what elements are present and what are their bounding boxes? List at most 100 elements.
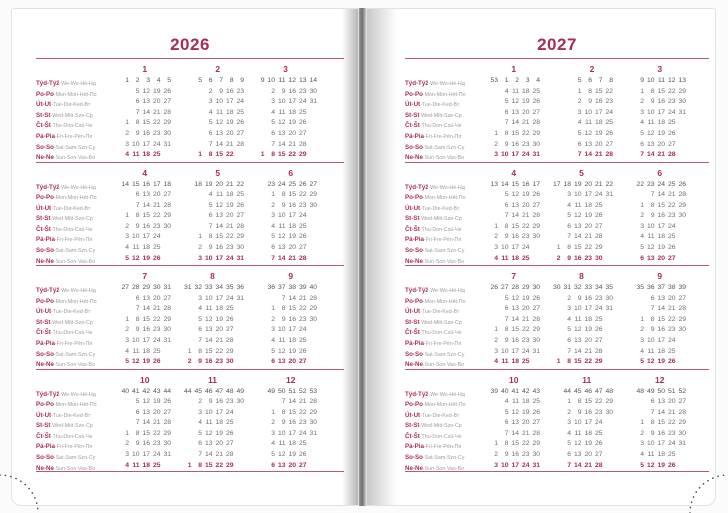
month-block: 12 48 49 50 51 52 6 13 20 27 7 14 21 28 1 8 15 22 29 2 9 16 23…: [613, 373, 686, 472]
day-cell: 9: [135, 129, 140, 137]
day-cell: 29: [163, 212, 171, 220]
week-number: 31: [163, 284, 171, 291]
day-cell: 17: [584, 305, 592, 313]
day-row: 2 9 16 23 30: [488, 140, 540, 151]
day-cell: 16: [511, 233, 519, 241]
day-cell: 19: [225, 119, 234, 127]
day-row: 2 9 16 23 30: [488, 450, 540, 461]
day-cell: [488, 108, 499, 119]
day-cell: 17: [215, 254, 223, 262]
day-cell: 17: [288, 429, 296, 437]
day-row: 4 11 18 25: [634, 232, 687, 243]
day-cell: [603, 232, 614, 243]
week-number: 20: [584, 180, 592, 188]
day-cell: [119, 201, 130, 212]
day-cell: 26: [152, 254, 161, 262]
day-cell: 5: [208, 201, 213, 209]
day-cell: 1: [271, 305, 275, 313]
day-cell: 20: [225, 212, 234, 220]
month-block: 6 23 24 25 26 27 1 8 15 22 29 2 9 16 23 30 3 10 17 24 4 11 18 2…: [244, 166, 317, 266]
day-cell: 31: [678, 108, 686, 116]
weekday-label-secondary: -Tue-Die-Ked-Вт: [420, 102, 460, 109]
day-cell: [265, 294, 276, 305]
day-cell: 7: [504, 212, 509, 220]
weekday-label-row: Ne-Ne-Sun-Son-Vas-Во: [36, 357, 98, 368]
day-cell: 2: [640, 98, 644, 106]
day-row: 6 13 20 27: [119, 97, 171, 108]
day-cell: 7: [281, 294, 286, 302]
weekday-label-row: Po-Po-Mon-Mon-Hét-По: [36, 397, 98, 408]
week-number: 49: [236, 387, 244, 395]
day-cell: 25: [521, 358, 530, 366]
day-cell: 5: [208, 119, 213, 127]
day-row: 4 11 18 25: [181, 418, 244, 429]
week-number: 24: [277, 180, 286, 188]
day-cell: 5: [640, 461, 644, 469]
weekday-label-secondary: -Fri-Fre-Pén-Пя: [54, 237, 93, 244]
day-cell: 3: [494, 461, 498, 469]
day-row: 2 9 16 23 30: [265, 201, 317, 212]
weekday-label-secondary: -Mon-Mon-Hét-По: [53, 91, 97, 98]
day-cell: 6: [504, 305, 509, 313]
weekday-label-primary: Týd-Týž: [36, 183, 60, 191]
day-cell: [192, 140, 203, 151]
month-grid: 2 5 6 7 8 1 8 15 22 2 9 16 23 3 10 17 24 4 11 18 25 5 12 19 26 6 1…: [571, 62, 613, 161]
day-cell: 5: [135, 87, 140, 95]
day-cell: 13: [277, 461, 286, 469]
day-cell: 14: [215, 222, 223, 230]
day-cell: 6: [650, 398, 655, 406]
day-cell: [676, 232, 687, 243]
day-cell: 17: [657, 108, 665, 116]
day-cell: 12: [204, 315, 213, 323]
day-cell: [488, 211, 499, 222]
day-cell: 30: [163, 440, 171, 448]
weekday-label-secondary: -Mon-Mon-Hét-По: [422, 91, 466, 98]
sunday-row: 5 12 19 26: [119, 357, 172, 368]
day-cell: 23: [225, 398, 234, 406]
day-cell: [550, 222, 561, 233]
sunday-row: 5 12 19 26: [119, 254, 172, 265]
day-cell: 1: [577, 87, 582, 95]
day-row: 5 12 19 26: [634, 243, 687, 254]
page-2026: 2026 Týd-Týž-We-Wo-Hé-Нд Po-Po-Mon-Mon-Hé…: [11, 8, 359, 506]
day-row: 2 9 16 23: [192, 87, 244, 98]
day-cell: 24: [667, 440, 676, 448]
day-cell: 3: [577, 108, 582, 116]
day-cell: 19: [142, 254, 150, 262]
day-row: 4 11 18 25: [634, 347, 687, 358]
week-number: 9: [260, 77, 265, 84]
day-cell: 24: [152, 233, 161, 241]
day-row: 6 13 20 27: [634, 140, 687, 151]
day-cell: 20: [584, 222, 592, 230]
weekday-label-primary: Ne-Ne: [36, 154, 54, 162]
day-cell: 24: [225, 294, 234, 302]
day-cell: 19: [521, 191, 530, 199]
day-cell: 5: [271, 347, 275, 355]
day-cell: [603, 201, 614, 212]
day-cell: 23: [584, 254, 592, 262]
week-number: 32: [573, 284, 582, 291]
day-cell: 13: [646, 140, 655, 148]
day-cell: 18: [657, 119, 665, 127]
day-row: 5 12 19 26: [181, 429, 244, 440]
day-cell: 19: [594, 129, 603, 137]
day-cell: 21: [584, 347, 592, 355]
day-cell: 30: [594, 254, 603, 262]
day-cell: 16: [142, 129, 150, 137]
day-cell: 12: [573, 326, 582, 334]
day-cell: 20: [594, 140, 603, 148]
day-cell: 24: [298, 212, 307, 220]
sunday-row: 7 14 21 28: [561, 461, 614, 472]
day-cell: 13: [573, 336, 582, 344]
day-cell: 25: [152, 461, 161, 469]
day-cell: 6: [135, 294, 140, 302]
weekday-label-secondary: -Tue-Die-Ked-Вт: [51, 309, 91, 316]
day-cell: 19: [657, 129, 665, 137]
day-cell: 6: [271, 461, 275, 469]
day-cell: 23: [667, 98, 676, 106]
day-row: 6 13 20 27: [265, 243, 318, 254]
month-block: 7 26 27 28 29 30 5 12 19 26 6 13 20 27 7 14 21 28 1 8 15 22 29…: [467, 269, 540, 369]
week-numbers-row: 30 31 32 33 34 35: [550, 283, 613, 294]
weekday-label-secondary: -Sat-Sam-Szo-Су: [53, 455, 96, 462]
week-number: 23: [267, 180, 275, 188]
